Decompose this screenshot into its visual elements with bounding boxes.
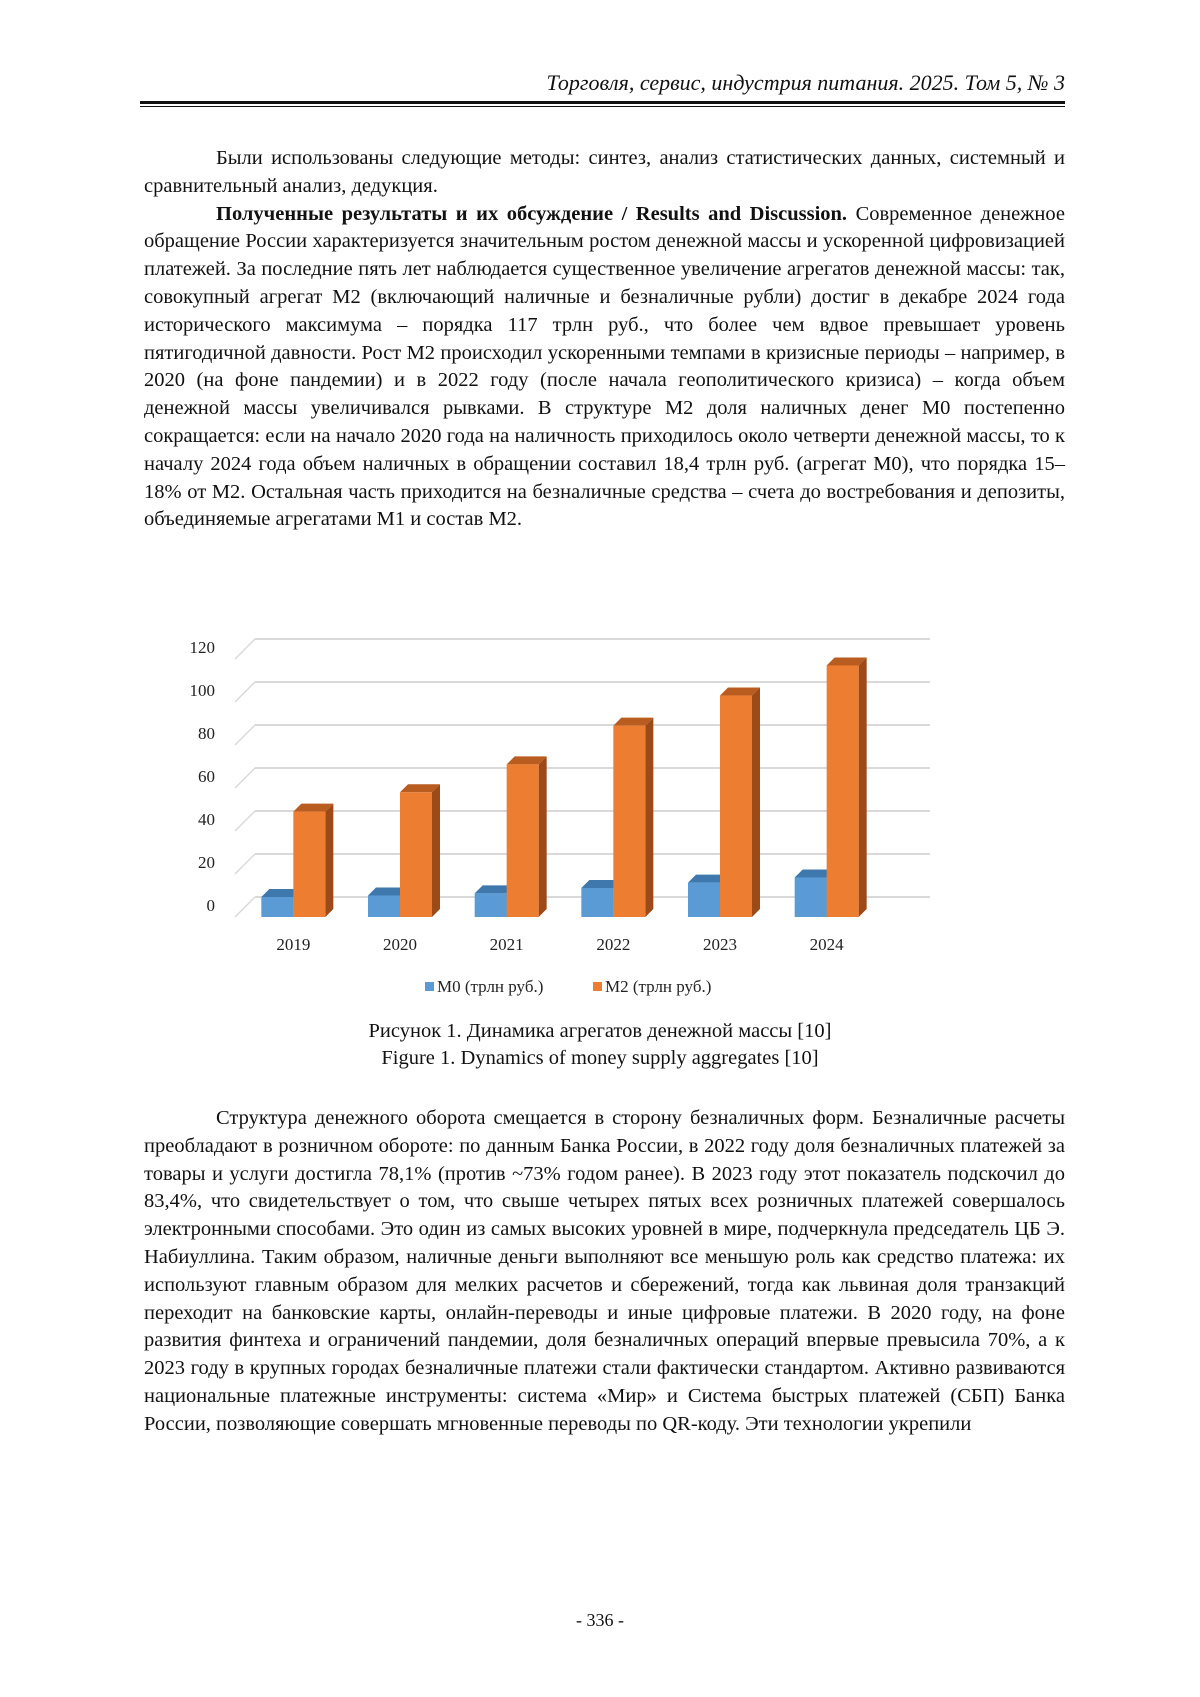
bar-top (794, 869, 835, 878)
grid-depth-line (234, 724, 256, 746)
header-rule-thin (140, 106, 1065, 107)
y-tick-label: 60 (198, 767, 215, 786)
bar-side (538, 756, 547, 917)
x-tick-label: 2022 (596, 935, 630, 954)
y-tick-label: 100 (190, 681, 216, 700)
legend-swatch (425, 982, 434, 991)
legend-swatch (593, 982, 602, 991)
page-number: - 336 - (576, 1610, 624, 1630)
bar-m2 (720, 695, 752, 917)
grid-depth-line (234, 681, 256, 703)
legend-label: М0 (трлн руб.) (437, 977, 543, 996)
y-tick-label: 0 (207, 896, 216, 915)
bar-top (720, 687, 760, 696)
y-tick-label: 40 (198, 810, 215, 829)
y-tick-label: 20 (198, 853, 215, 872)
grid-depth-line (234, 810, 256, 832)
bar-m2 (293, 811, 326, 917)
bar-m2 (506, 764, 539, 917)
bar-top (506, 756, 547, 765)
bar-m0 (794, 877, 827, 917)
bar-m0 (261, 897, 294, 917)
bar-top (400, 784, 440, 793)
paragraph-methods: Были использованы следующие методы: синт… (144, 147, 1065, 197)
body-top: Были использованы следующие методы: синт… (144, 145, 1065, 534)
paragraph-results: Полученные результаты и их обсуждение / … (144, 201, 1065, 535)
paragraph-results-text: Современное денежное обращение России ха… (144, 202, 1065, 531)
figure-caption-ru: Рисунок 1. Динамика агрегатов денежной м… (368, 1020, 832, 1042)
bar-side (645, 717, 654, 917)
journal-header: Торговля, сервис, индустрия питания. 202… (546, 70, 1065, 95)
grid-depth-line (234, 638, 256, 660)
bar-top (613, 717, 654, 726)
grid-depth-line (234, 853, 256, 875)
section-heading: Полученные результаты и их обсуждение / … (216, 202, 848, 225)
bar-top (474, 885, 515, 894)
bar-top (826, 657, 867, 666)
bar-m0 (688, 882, 720, 917)
money-supply-chart: 0 20 40 60 80 100 120 2019 2020 2021 2022 2023 2024 М… (190, 638, 930, 996)
bar-side (752, 687, 760, 917)
bar-top (293, 803, 334, 812)
x-tick-label: 2024 (810, 935, 845, 954)
bar-side (858, 657, 867, 917)
x-tick-label: 2020 (383, 935, 417, 954)
bar-m2 (826, 665, 859, 917)
figure-caption-en: Figure 1. Dynamics of money supply aggre… (381, 1047, 819, 1069)
y-tick-label: 120 (190, 638, 216, 657)
grid-depth-line (234, 896, 256, 918)
bar-m0 (368, 895, 400, 917)
grid-depth-line (234, 767, 256, 789)
bar-side (432, 784, 440, 917)
bar-m2 (613, 725, 646, 917)
paragraph-structure: Структура денежного оборота смещается в … (144, 1107, 1065, 1435)
bar-top (368, 887, 408, 896)
header-rule (140, 101, 1065, 104)
bar-top (581, 879, 622, 888)
legend-label: М2 (трлн руб.) (605, 977, 711, 996)
bar-side (325, 803, 334, 917)
bar-m0 (581, 887, 614, 917)
y-tick-label: 80 (198, 724, 215, 743)
body-bottom: Структура денежного оборота смещается в … (144, 1105, 1065, 1439)
x-tick-label: 2023 (703, 935, 737, 954)
bar-m2 (400, 792, 432, 917)
bar-top (688, 874, 728, 883)
bar-m0 (474, 893, 507, 917)
x-tick-label: 2021 (490, 935, 524, 954)
x-tick-label: 2019 (276, 935, 310, 954)
bar-top (261, 889, 302, 898)
